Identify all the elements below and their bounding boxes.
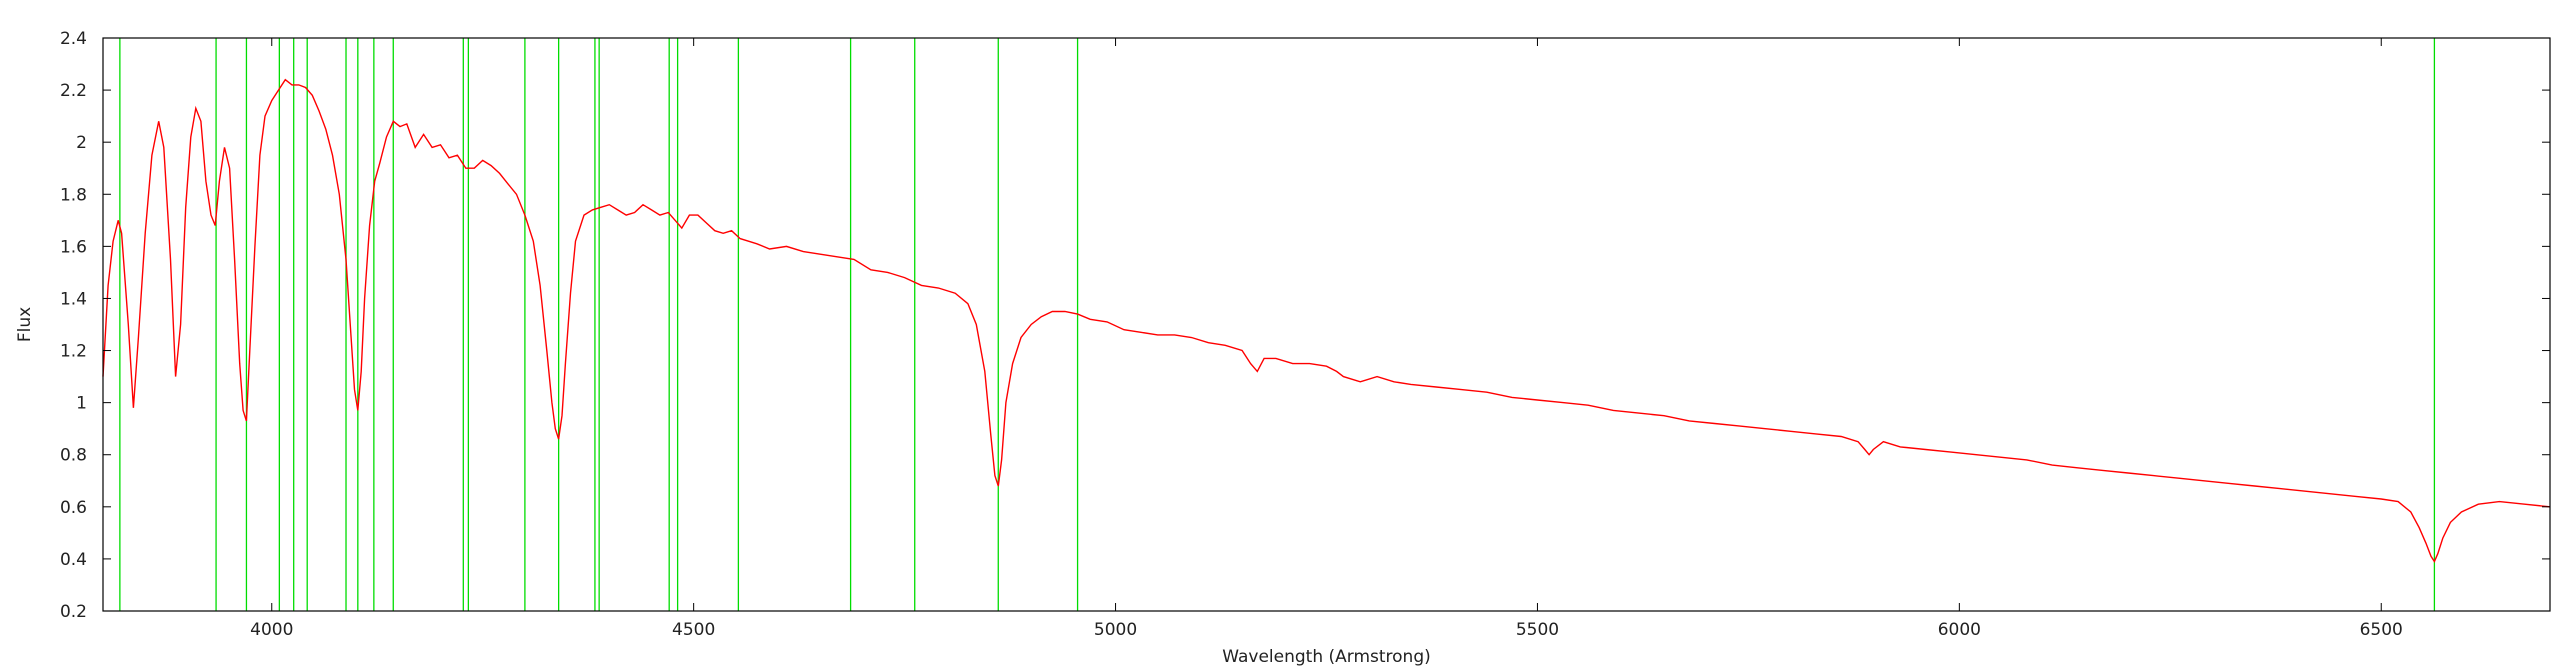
x-tick-label-2: 5000 [1094, 620, 1137, 640]
spectrum-line [102, 78, 2551, 563]
y-tick-label-1: 0.4 [60, 550, 87, 570]
x-tick-label-5: 6500 [2360, 620, 2403, 640]
x-tick-label-4: 6000 [1938, 620, 1981, 640]
y-tick-label-8: 1.8 [60, 185, 87, 205]
y-tick-label-3: 0.8 [60, 446, 87, 466]
y-tick-label-7: 1.6 [60, 237, 87, 257]
y-tick-label-9: 2 [76, 133, 87, 153]
x-axis-title: Wavelength (Armstrong) [1222, 647, 1431, 667]
y-tick-label-2: 0.6 [60, 498, 87, 518]
y-axis: 0.2 0.4 0.6 0.8 1 1.2 1.4 1.6 1.8 2 2.2 2.4 [60, 29, 2550, 622]
marker-lines [119, 38, 2436, 611]
y-tick-label-11: 2.4 [60, 29, 87, 49]
y-tick-label-10: 2.2 [60, 81, 87, 101]
x-tick-label-3: 5500 [1516, 620, 1559, 640]
x-tick-label-1: 4500 [672, 620, 715, 640]
y-tick-label-0: 0.2 [60, 602, 87, 622]
y-tick-label-4: 1 [76, 394, 87, 414]
y-tick-label-5: 1.2 [60, 342, 87, 362]
y-axis-title: Flux [15, 307, 35, 342]
y-tick-label-6: 1.4 [60, 289, 87, 309]
x-axis: 4000 4500 5000 5500 6000 6500 [250, 38, 2403, 640]
plot-frame [102, 37, 2551, 612]
x-tick-label-0: 4000 [250, 620, 293, 640]
